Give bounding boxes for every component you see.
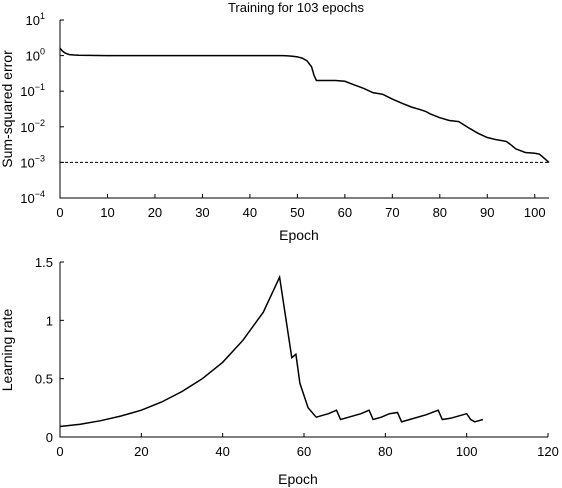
error-chart-axes: [59, 20, 549, 199]
learning-rate-x-tick-label: 20: [134, 444, 148, 459]
learning-rate-y-tick-label: 1.5: [35, 255, 53, 270]
error-y-tick-label: 100: [26, 47, 45, 64]
error-y-axis-label: Sum-squared error: [0, 50, 15, 168]
learning-rate-chart-axes: [59, 262, 548, 438]
error-x-tick-label: 20: [148, 205, 162, 220]
learning-rate-x-tick-label: 40: [215, 444, 229, 459]
error-x-tick-label: 100: [524, 205, 546, 220]
learning-rate-series-line: [59, 274, 484, 428]
error-chart: Training for 103 epochs 10110010−110−210…: [0, 0, 550, 243]
error-x-tick-label: 40: [243, 205, 257, 220]
error-x-tick-label: 30: [195, 205, 209, 220]
error-y-tick-label: 101: [26, 11, 45, 28]
error-y-ticks: 101 100 10−1 10−2 10−3 10−4: [20, 11, 64, 206]
learning-rate-y-tick-label: 1: [46, 313, 53, 328]
learning-rate-x-tick-label: 60: [297, 444, 311, 459]
learning-rate-y-tick-label: 0.5: [35, 372, 53, 387]
error-series-line: [59, 47, 550, 163]
error-x-tick-label: 10: [100, 205, 114, 220]
learning-rate-x-tick-label: 80: [378, 444, 392, 459]
learning-rate-y-tick-label: 0: [46, 430, 53, 445]
error-x-axis-label: Epoch: [279, 227, 319, 243]
error-x-tick-label: 60: [338, 205, 352, 220]
learning-rate-y-ticks: 0 0.5 1 1.5: [35, 255, 64, 445]
learning-rate-x-axis-label: Epoch: [278, 471, 318, 487]
error-x-tick-label: 80: [433, 205, 447, 220]
error-y-tick-label: 10−4: [20, 189, 45, 206]
error-x-tick-label: 0: [56, 205, 63, 220]
error-x-tick-label: 90: [480, 205, 494, 220]
error-y-tick-label: 10−1: [20, 82, 45, 99]
error-x-ticks: 0 10 20 30 40 50 60 70 80 90 100: [56, 194, 546, 220]
learning-rate-x-ticks: 0 20 40 60 80 100 120: [56, 433, 559, 459]
learning-rate-y-axis-label: Learning rate: [0, 309, 15, 392]
error-x-tick-label: 70: [385, 205, 399, 220]
learning-rate-x-tick-label: 120: [537, 444, 559, 459]
error-y-tick-label: 10−2: [20, 118, 45, 135]
learning-rate-chart: 0 0.5 1 1.5 0 20 40 60 80 100 120 Epoch Learning …: [0, 255, 559, 487]
learning-rate-x-tick-label: 100: [456, 444, 478, 459]
error-y-tick-label: 10−3: [20, 153, 45, 170]
learning-rate-x-tick-label: 0: [56, 444, 63, 459]
error-chart-title: Training for 103 epochs: [228, 0, 365, 15]
error-x-tick-label: 50: [290, 205, 304, 220]
